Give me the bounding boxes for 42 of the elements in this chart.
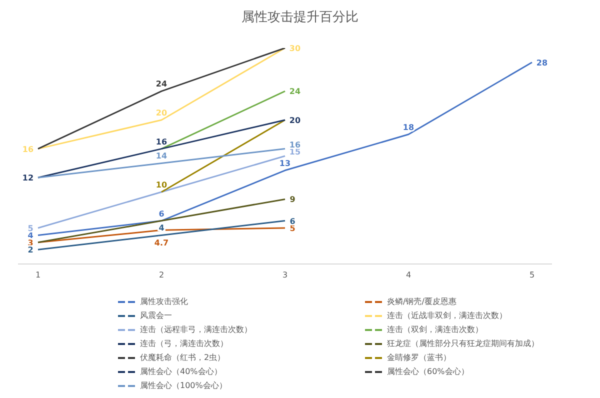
data-label: 20: [289, 116, 301, 125]
data-label: 18: [402, 122, 414, 132]
legend-label: 属性会心（40%会心）: [140, 366, 222, 377]
data-label: 16: [22, 144, 34, 154]
legend-label: 连击（双剑，满连击次数）: [387, 324, 483, 335]
x-tick-label: 5: [529, 270, 535, 280]
data-label: 4: [28, 231, 34, 240]
data-label: 24: [289, 87, 301, 96]
data-label: 6: [290, 216, 296, 226]
x-tick-label: 4: [406, 270, 412, 280]
data-label: 2: [28, 246, 34, 255]
data-label: 28: [536, 58, 548, 68]
legend-label: 连击（远程非弓，满连击次数）: [140, 324, 252, 335]
legend-label: 连击（近战非双剑，满连击次数）: [387, 310, 507, 321]
legend-label: 金睛修罗（蓝书）: [387, 352, 451, 363]
x-tick-label: 3: [282, 270, 288, 280]
legend-label: 狂龙症（属性部分只有狂龙症期间有加成）: [387, 338, 539, 349]
data-label: 5: [28, 224, 34, 233]
data-label: 3: [28, 238, 34, 248]
legend-label: 风震会一: [140, 310, 172, 321]
chart-title: 属性攻击提升百分比: [240, 9, 360, 27]
legend-label: 炎鳞/钢壳/覆皮恩惠: [387, 296, 456, 307]
x-tick-label: 1: [35, 270, 41, 280]
x-tick-label: 2: [158, 270, 164, 280]
data-label: 13: [279, 158, 291, 168]
data-label: 14: [156, 152, 168, 161]
data-label: 10: [156, 180, 168, 190]
data-label: 16: [289, 140, 301, 150]
data-label: 20: [156, 108, 168, 118]
data-label: 6: [158, 209, 165, 218]
data-label: 4.7: [154, 238, 169, 248]
data-label: 5: [290, 224, 296, 233]
legend-label: 属性攻击强化: [140, 296, 188, 307]
legend-label: 连击（弓，满连击次数）: [140, 338, 228, 349]
legend-label: 伏魔耗命（红书，2虫）: [140, 352, 226, 363]
data-label: 24: [156, 80, 168, 89]
data-label: 16: [156, 137, 168, 146]
data-label: 9: [290, 195, 296, 204]
legend-label: 属性会心（100%会心）: [140, 380, 227, 391]
data-label: 12: [22, 174, 34, 183]
data-label: 30: [289, 44, 301, 53]
legend-label: 属性会心（60%会心）: [387, 366, 469, 377]
